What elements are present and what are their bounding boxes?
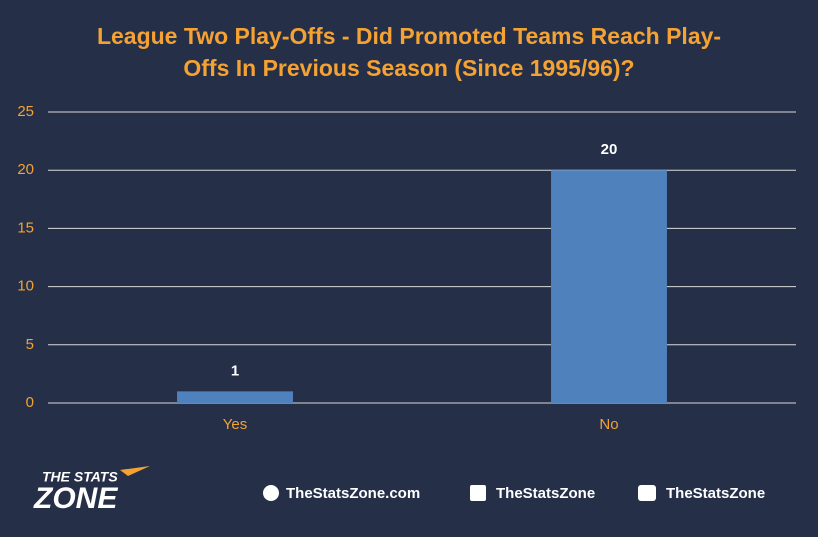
facebook: TheStatsZone xyxy=(496,485,595,502)
bar xyxy=(177,391,293,403)
website: TheStatsZone.com xyxy=(286,485,420,502)
logo-bottom: ZONE xyxy=(33,482,118,515)
value-label: 1 xyxy=(231,362,239,379)
bar xyxy=(551,170,667,403)
twitter: TheStatsZone xyxy=(666,485,765,502)
logo-swoosh xyxy=(120,466,150,476)
twitter-icon xyxy=(638,485,656,501)
x-tick-label: Yes xyxy=(223,416,247,433)
y-tick-label: 5 xyxy=(26,336,34,353)
globe-icon xyxy=(263,485,279,501)
y-tick-label: 20 xyxy=(17,161,34,178)
y-tick-label: 10 xyxy=(17,278,34,295)
chart-title: League Two Play-Offs - Did Promoted Team… xyxy=(96,23,722,81)
logo: THE STATS ZONE xyxy=(33,466,150,515)
y-tick-label: 0 xyxy=(26,394,34,411)
facebook-icon xyxy=(470,485,486,501)
value-label: 20 xyxy=(601,141,618,158)
x-tick-label: No xyxy=(599,416,618,433)
y-tick-label: 15 xyxy=(17,219,34,236)
logo-top: THE STATS xyxy=(42,469,118,485)
y-tick-label: 25 xyxy=(17,103,34,120)
